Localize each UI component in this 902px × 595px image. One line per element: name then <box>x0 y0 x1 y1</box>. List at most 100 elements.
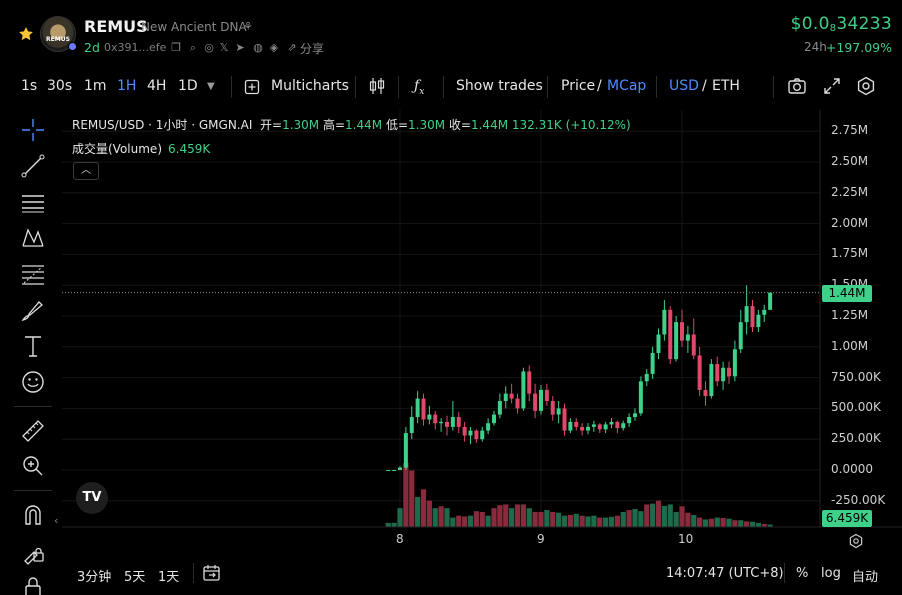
eth-toggle[interactable]: ETH <box>712 78 740 94</box>
volume-bar <box>444 508 450 527</box>
range-3min[interactable]: 3分钟 <box>77 570 112 585</box>
interval-4h[interactable]: 4H <box>147 78 167 94</box>
lock-drawings-icon[interactable] <box>20 539 46 565</box>
volume-bar <box>391 522 397 527</box>
volume-bar <box>514 504 521 527</box>
candle-body <box>556 408 561 415</box>
toolbar-divider <box>547 76 548 98</box>
auto-toggle[interactable]: 自动 <box>852 570 879 585</box>
search-icon[interactable]: ⌕ <box>189 41 197 54</box>
candle-body <box>533 393 538 411</box>
share-button[interactable]: 分享 <box>300 42 325 56</box>
candle-body <box>550 401 555 415</box>
volume-bar <box>538 511 544 527</box>
token-address[interactable]: 0x391...efe <box>104 41 167 54</box>
add-chart-icon[interactable] <box>244 79 260 95</box>
tradingview-logo[interactable]: TV <box>76 482 108 514</box>
interval-dropdown-icon[interactable]: ▼ <box>207 81 215 92</box>
volume-bar <box>691 514 697 527</box>
candle-body <box>568 421 573 431</box>
magnet-tool-icon[interactable] <box>20 502 46 528</box>
price-tick-label: 2.75M <box>831 123 869 138</box>
candle-body <box>756 314 761 328</box>
candle-body <box>691 334 696 356</box>
volume-bar <box>450 517 456 527</box>
candle-body <box>539 389 543 411</box>
candle-body <box>727 367 731 377</box>
candle-body <box>421 398 426 420</box>
camera-icon[interactable] <box>786 75 808 97</box>
candle-body <box>574 421 579 427</box>
candle-body <box>515 398 520 409</box>
candle-body <box>492 414 496 424</box>
trend-line-tool-icon[interactable] <box>20 153 46 179</box>
candle-body <box>768 292 773 310</box>
volume-bar <box>520 504 526 527</box>
mcap-toggle[interactable]: MCap <box>607 78 647 94</box>
clock-time[interactable]: 14:07:47 (UTC+8) <box>666 566 784 581</box>
volume-bar <box>608 516 615 527</box>
pattern-tool-icon[interactable] <box>20 225 46 251</box>
brush-tool-icon[interactable] <box>20 297 46 323</box>
price-tick-label: 0.0000 <box>831 462 873 476</box>
high-value: 1.44M <box>345 118 383 132</box>
price-toggle[interactable]: Price <box>561 78 596 94</box>
percent-toggle[interactable]: % <box>796 566 809 581</box>
candle-body <box>456 417 461 427</box>
price-tick-label: 250.00K <box>831 431 881 446</box>
settings-icon[interactable] <box>855 75 877 97</box>
star-icon[interactable] <box>18 26 34 42</box>
external-link-icon[interactable]: ⇗ <box>287 41 297 54</box>
usd-toggle[interactable]: USD <box>669 78 699 94</box>
token-age: 2d <box>84 40 100 55</box>
candle-body <box>609 421 614 425</box>
log-toggle[interactable]: log <box>821 566 841 581</box>
website-icon[interactable]: ◍ <box>253 41 263 54</box>
volume-bar <box>426 500 432 527</box>
interval-1d[interactable]: 1D <box>178 78 198 94</box>
contract-icon[interactable]: ◈ <box>269 41 279 54</box>
zoom-in-tool-icon[interactable] <box>20 453 46 479</box>
candle-body <box>521 371 526 409</box>
collapse-legend-button[interactable]: ︿ <box>73 162 99 180</box>
show-trades-button[interactable]: Show trades <box>456 78 543 94</box>
scroll-left-icon[interactable]: ‹ <box>54 514 59 527</box>
lock-icon[interactable] <box>20 575 46 595</box>
axis-settings-icon[interactable] <box>848 533 864 549</box>
candle-body <box>439 421 444 424</box>
interval-30s[interactable]: 30s <box>47 78 73 94</box>
telegram-icon[interactable]: ➤ <box>235 41 245 54</box>
interval-1h[interactable]: 1H <box>117 78 137 94</box>
candle-body <box>503 393 508 402</box>
dex-icon[interactable]: ◎ <box>204 41 214 54</box>
time-tick-label: 8 <box>396 532 404 546</box>
candle-body <box>633 413 637 418</box>
candle-body <box>462 426 467 436</box>
crosshair-tool-icon[interactable] <box>20 117 46 143</box>
range-1d[interactable]: 1天 <box>158 570 180 585</box>
volume-bar <box>749 521 756 527</box>
horizontal-lines-tool-icon[interactable] <box>20 189 46 215</box>
goto-date-icon[interactable] <box>202 564 222 582</box>
candle-body <box>509 393 514 399</box>
interval-1m[interactable]: 1m <box>84 78 107 94</box>
interval-1s[interactable]: 1s <box>21 78 38 94</box>
last-volume-badge: 6.459K <box>822 510 872 527</box>
token-symbol: REMUS <box>84 17 148 36</box>
fib-tool-icon[interactable] <box>20 261 46 287</box>
candle-type-icon[interactable] <box>366 75 388 97</box>
ruler-tool-icon[interactable] <box>20 418 46 444</box>
multicharts-button[interactable]: Multicharts <box>271 78 349 94</box>
emoji-tool-icon[interactable] <box>20 369 46 395</box>
copy-icon[interactable]: ❐ <box>171 41 181 54</box>
range-5d[interactable]: 5天 <box>124 570 146 585</box>
candle-body <box>715 364 720 382</box>
fullscreen-icon[interactable] <box>821 75 843 97</box>
indicators-icon[interactable]: ƒx <box>414 78 425 97</box>
price-mcap-separator: / <box>597 78 602 94</box>
volume-bar <box>726 518 732 527</box>
text-tool-icon[interactable] <box>20 333 46 359</box>
open-label: 开= <box>260 118 283 132</box>
volume-bar <box>409 470 415 527</box>
x-twitter-icon[interactable]: 𝕏 <box>219 41 229 54</box>
